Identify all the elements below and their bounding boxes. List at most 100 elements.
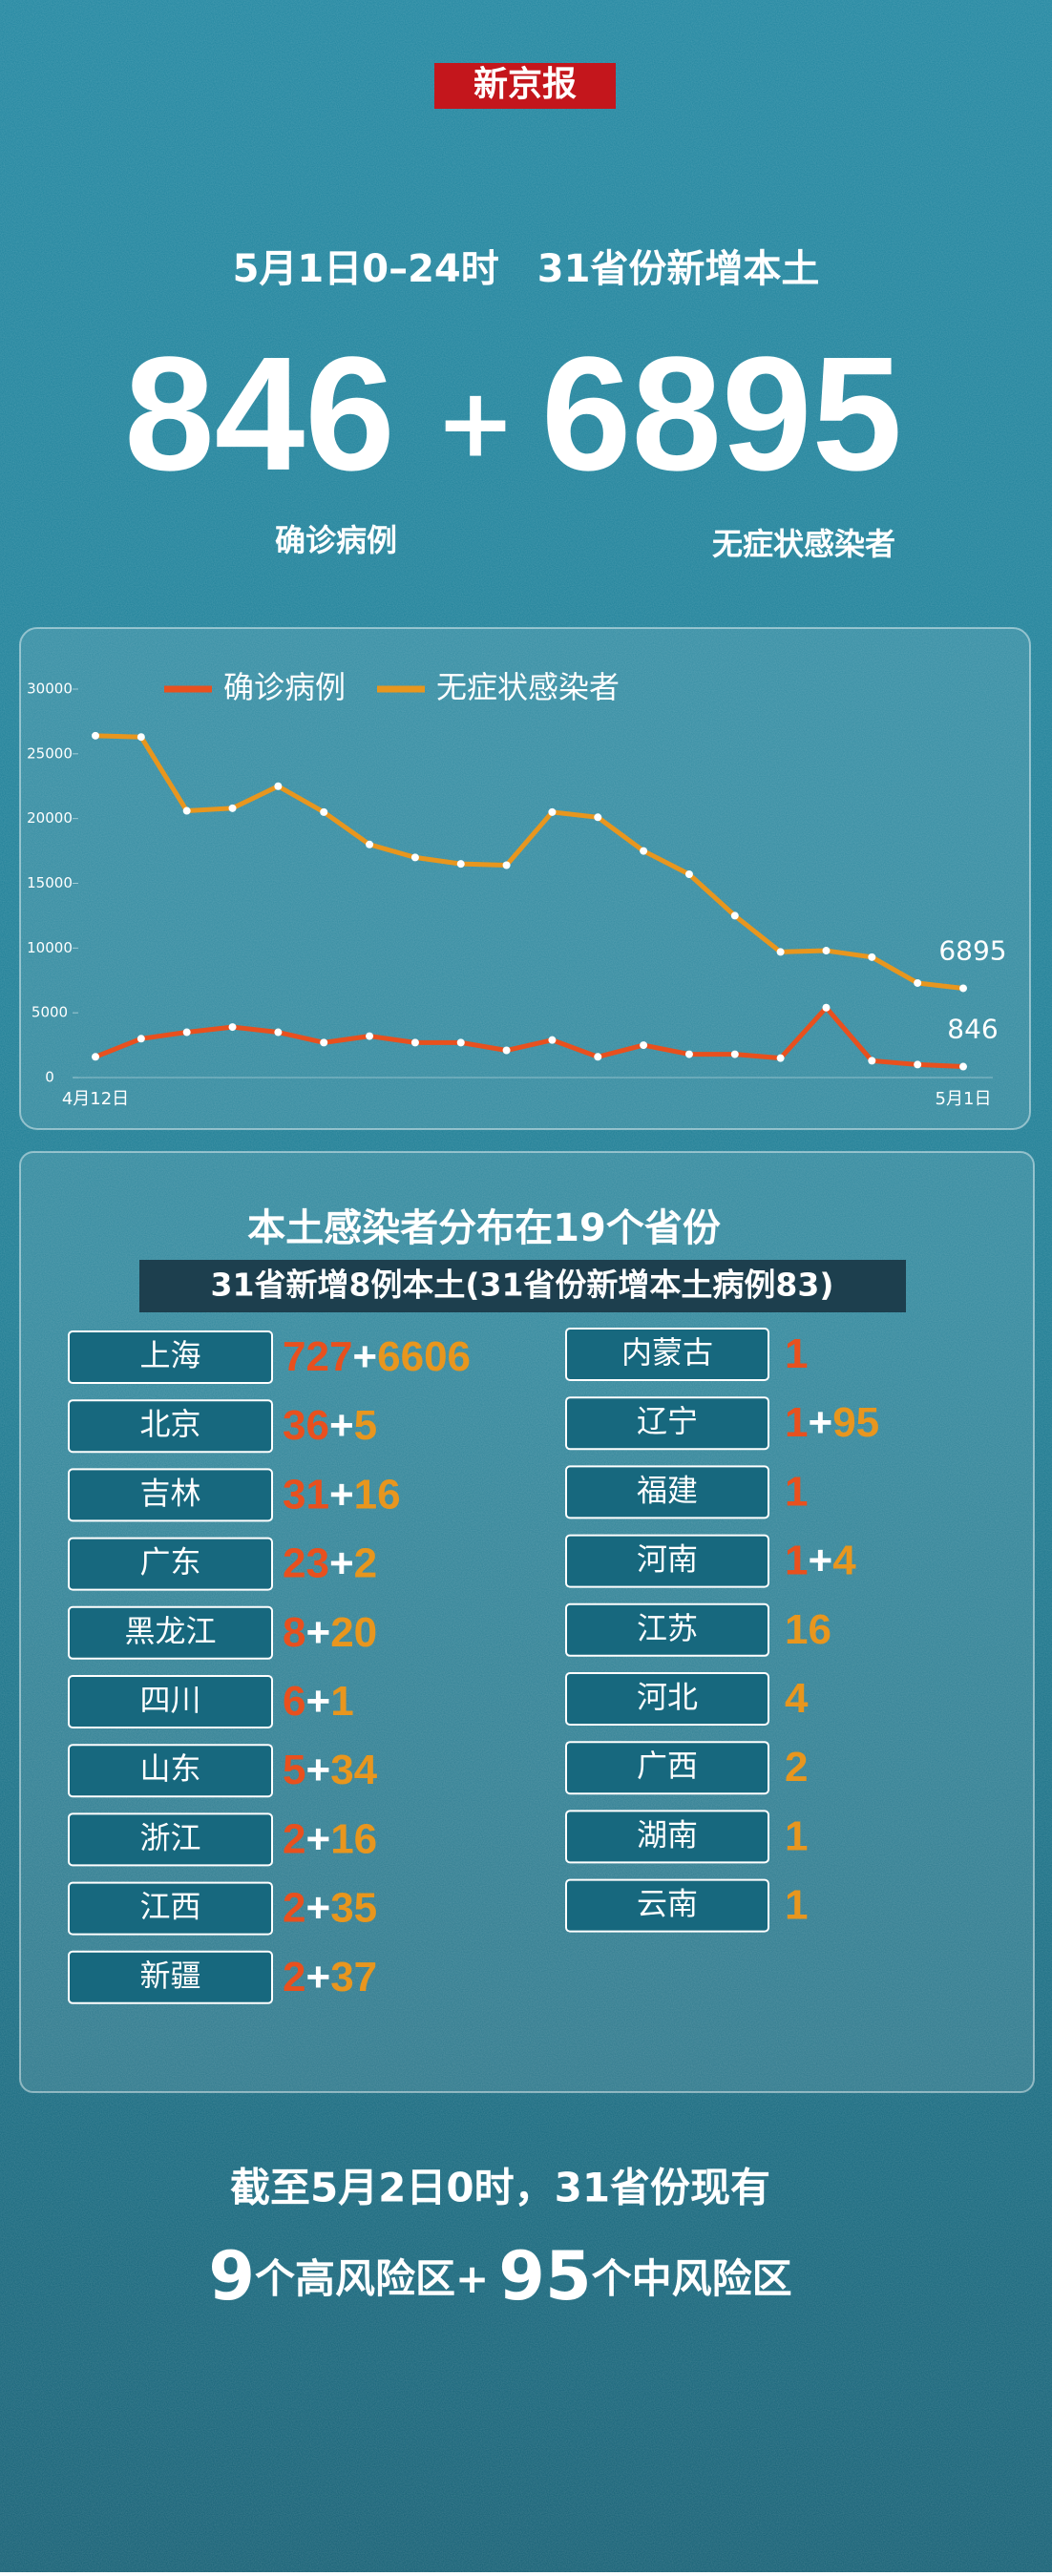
point [776, 1054, 785, 1062]
confirmed-value: 2 [283, 1815, 305, 1862]
asymptomatic-value: 16 [785, 1605, 831, 1652]
point [776, 948, 785, 956]
confirmed-value: 36 [283, 1402, 329, 1449]
province-name: 江西 [139, 1889, 200, 1925]
province-value: 31+16 [283, 1471, 401, 1518]
plus: + [305, 1608, 330, 1655]
point [228, 1023, 237, 1032]
footer-line2: 9个高风险区+ 95个中风险区 [208, 2237, 791, 2315]
x-tick-label: 4月12日 [62, 1089, 129, 1109]
province-box [68, 1399, 273, 1454]
province-value: 2+37 [283, 1953, 377, 2000]
point [594, 1053, 602, 1061]
point [456, 1038, 465, 1047]
province-value: 1 [785, 1330, 808, 1377]
point [868, 953, 876, 961]
asymptomatic-value: 6606 [377, 1333, 471, 1380]
distribution-subtitle: 31省新增8例本土(31省份新增本土病例83) [211, 1267, 834, 1304]
point [502, 861, 511, 869]
y-tick-label: 30000 [27, 681, 73, 698]
province-value: 4 [785, 1675, 809, 1722]
province-value: 1 [785, 1468, 808, 1515]
province-value: 1 [785, 1812, 808, 1859]
confirmed-value: 5 [283, 1747, 305, 1793]
province-box [68, 1881, 273, 1936]
footer-line1: 截至5月2日0时，31省份现有 [230, 2165, 770, 2211]
province-value: 1 [785, 1881, 808, 1928]
logo-box [434, 63, 616, 109]
province-name: 黑龙江 [124, 1613, 216, 1649]
plus: + [329, 1402, 354, 1449]
confirmed-value: 2 [283, 1953, 305, 2000]
province-value: 2+16 [283, 1815, 377, 1862]
subtitle-bar [139, 1260, 906, 1312]
province-value: 16 [785, 1605, 831, 1652]
point [320, 1038, 328, 1047]
asymptomatic-total: 6895 [541, 324, 902, 505]
point [914, 1060, 922, 1069]
province-value: 1+95 [785, 1399, 879, 1446]
chart-panel [19, 627, 1031, 1130]
point [366, 840, 374, 848]
province-box [565, 1534, 769, 1588]
point [456, 860, 465, 869]
confirmed-value: 1 [785, 1468, 808, 1515]
confirmed-value: 2 [283, 1884, 305, 1931]
province-value: 8+20 [283, 1608, 377, 1655]
confirmed-value: 31 [283, 1471, 329, 1518]
point [548, 1036, 557, 1044]
point [684, 1050, 693, 1058]
series-line [95, 733, 964, 991]
point [228, 804, 237, 812]
series-line [95, 1005, 964, 1070]
asymptomatic-value: 1 [330, 1678, 353, 1725]
province-name: 河北 [637, 1679, 698, 1715]
point [959, 984, 967, 993]
province-name: 山东 [139, 1750, 200, 1787]
logo: 新京报 [473, 64, 577, 104]
province-box [68, 1744, 273, 1798]
confirmed-value: 1 [785, 1330, 808, 1377]
point [822, 947, 831, 955]
asymptomatic-value: 4 [785, 1675, 809, 1722]
point [182, 1028, 191, 1037]
plus: + [305, 1953, 330, 2000]
province-value: 6+1 [283, 1678, 354, 1725]
confirmed-total: 846 [124, 324, 395, 505]
plus: + [305, 1815, 330, 1862]
province-box [565, 1465, 769, 1519]
province-box [68, 1605, 273, 1660]
province-name: 河南 [637, 1541, 698, 1578]
plus: + [305, 1884, 330, 1931]
legend-label: 无症状感染者 [436, 669, 620, 705]
point [640, 847, 648, 855]
y-tick-label: 0 [45, 1069, 54, 1086]
point [366, 1032, 374, 1040]
point [92, 1053, 99, 1061]
point [959, 1062, 967, 1071]
province-box [565, 1328, 769, 1381]
province-box [68, 1675, 273, 1728]
province-value: 2 [785, 1744, 808, 1791]
province-name: 北京 [139, 1406, 200, 1442]
plus: + [808, 1399, 832, 1446]
asymptomatic-value: 37 [330, 1953, 377, 2000]
point [730, 1050, 739, 1058]
asymptomatic-value: 95 [832, 1399, 879, 1446]
province-box [565, 1878, 769, 1933]
legend-label: 确诊病例 [223, 669, 346, 705]
x-tick-label: 5月1日 [936, 1089, 992, 1109]
point [410, 853, 419, 862]
point [182, 806, 191, 815]
province-name: 广东 [139, 1544, 200, 1581]
point [137, 1035, 145, 1043]
confirmed-value: 23 [283, 1539, 329, 1586]
point [410, 1038, 419, 1047]
province-name: 内蒙古 [621, 1334, 713, 1371]
province-box [68, 1537, 273, 1591]
province-box [565, 1396, 769, 1451]
confirmed-value: 8 [283, 1608, 305, 1655]
plus: + [435, 367, 515, 478]
province-box [565, 1602, 769, 1657]
point [548, 807, 557, 816]
